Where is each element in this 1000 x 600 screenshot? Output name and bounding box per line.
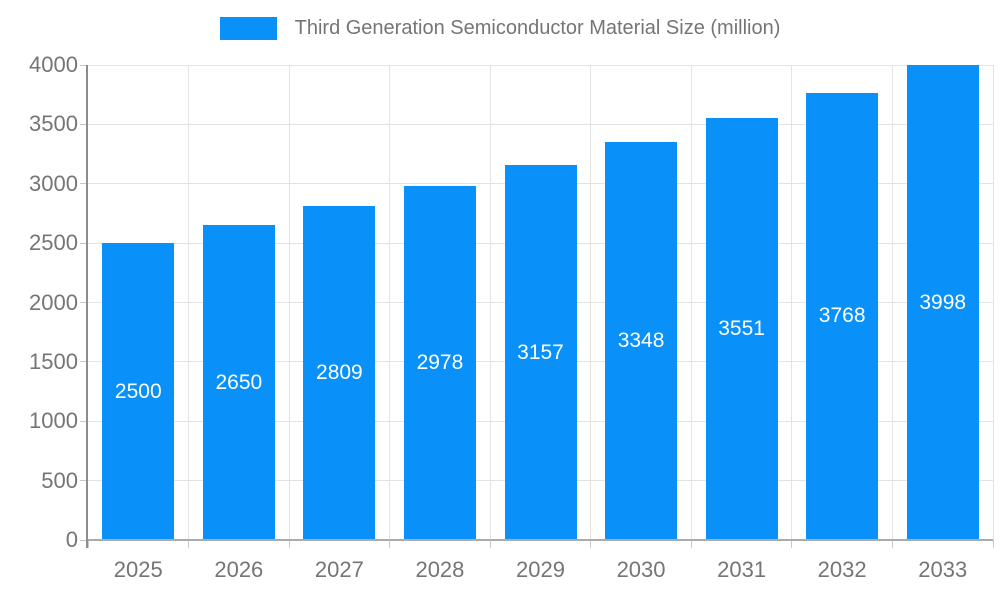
x-gridline — [690, 65, 692, 540]
y-axis-tick-label: 500 — [41, 467, 78, 493]
x-axis-tick-label: 2027 — [314, 557, 364, 582]
y-tick-mark — [80, 242, 88, 244]
x-gridline — [992, 65, 994, 540]
y-gridline — [88, 64, 993, 66]
bar-value-label: 2809 — [316, 361, 363, 385]
legend-swatch-icon — [219, 17, 277, 40]
x-tick-mark — [87, 540, 89, 548]
y-tick-mark — [80, 539, 88, 541]
bar-2031[interactable]: 3551 — [705, 118, 778, 540]
x-axis-tick-label: 2033 — [918, 557, 968, 582]
y-tick-mark — [80, 480, 88, 482]
x-gridline — [288, 65, 290, 540]
bar-value-label: 2978 — [416, 351, 464, 375]
x-axis-line — [88, 539, 993, 541]
x-tick-mark — [288, 540, 290, 548]
legend-series-label: Third Generation Semiconductor Material … — [294, 17, 781, 39]
y-axis-line — [86, 65, 88, 548]
y-axis-tick-label: 0 — [65, 527, 78, 552]
x-axis-tick-label: 2032 — [817, 557, 867, 582]
x-tick-mark — [791, 540, 793, 548]
y-tick-mark — [80, 64, 88, 66]
bar-value-label: 3348 — [617, 329, 665, 353]
y-tick-mark — [80, 361, 88, 363]
x-tick-mark — [489, 540, 491, 548]
y-tick-mark — [80, 123, 88, 125]
x-axis-tick-label: 2029 — [516, 557, 565, 582]
x-tick-mark — [992, 540, 994, 548]
y-axis-tick-label: 1500 — [29, 348, 78, 374]
legend[interactable]: Third Generation Semiconductor Material … — [0, 17, 1000, 40]
bar-2028[interactable]: 2978 — [403, 186, 476, 540]
y-axis-tick-label: 2500 — [29, 230, 78, 256]
bar-2033[interactable]: 3998 — [906, 65, 979, 540]
bar-value-label: 2650 — [215, 370, 263, 394]
bar-2029[interactable]: 3157 — [504, 165, 577, 540]
bar-value-label: 2500 — [114, 379, 162, 403]
x-gridline — [188, 65, 190, 540]
y-axis-tick-label: 3000 — [29, 170, 78, 196]
x-axis-tick-label: 2028 — [415, 557, 465, 582]
x-gridline — [590, 65, 592, 540]
y-axis-tick-label: 1000 — [29, 408, 78, 434]
x-tick-mark — [590, 540, 592, 548]
x-tick-mark — [891, 540, 893, 548]
x-tick-mark — [690, 540, 692, 548]
y-axis-tick-label: 3500 — [29, 111, 78, 137]
y-tick-mark — [80, 420, 88, 422]
bar-2030[interactable]: 3348 — [605, 142, 678, 540]
y-axis-tick-label: 2000 — [29, 289, 78, 315]
x-axis-tick-label: 2030 — [616, 557, 666, 582]
x-gridline — [389, 65, 391, 540]
x-tick-mark — [389, 540, 391, 548]
bar-value-label: 3551 — [718, 317, 765, 341]
x-axis-tick-label: 2031 — [717, 557, 767, 582]
x-gridline — [489, 65, 491, 540]
x-gridline — [891, 65, 893, 540]
x-axis-tick-label: 2025 — [113, 557, 163, 582]
bar-value-label: 3157 — [517, 340, 564, 364]
bar-2025[interactable]: 2500 — [102, 243, 175, 540]
y-gridline — [88, 123, 993, 125]
x-tick-mark — [188, 540, 190, 548]
bar-2027[interactable]: 2809 — [303, 206, 376, 540]
bar-2026[interactable]: 2650 — [202, 225, 275, 540]
bar-value-label: 3998 — [919, 290, 967, 314]
y-axis-tick-label: 4000 — [29, 52, 78, 77]
bar-2032[interactable]: 3768 — [806, 92, 879, 540]
x-axis-tick-label: 2026 — [214, 557, 264, 582]
y-tick-mark — [80, 183, 88, 185]
y-tick-mark — [80, 302, 88, 303]
bar-value-label: 3768 — [818, 304, 866, 328]
x-gridline — [791, 65, 793, 540]
